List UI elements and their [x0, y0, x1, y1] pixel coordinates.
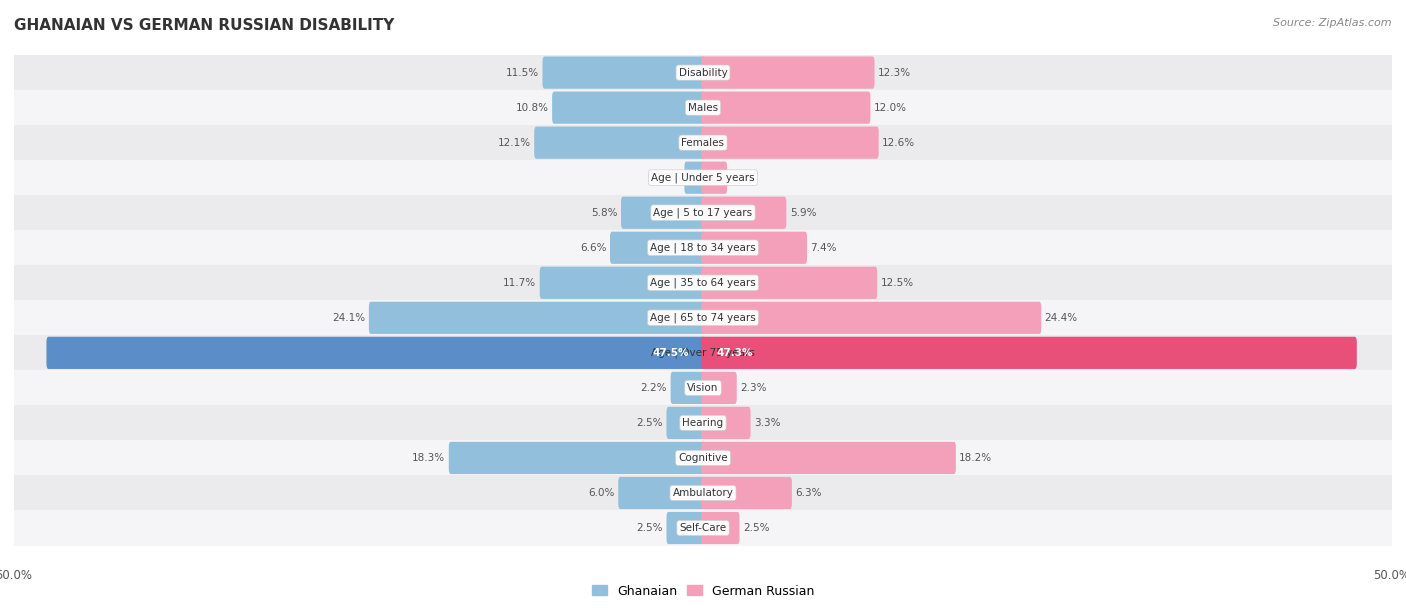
Text: Age | Over 75 years: Age | Over 75 years: [651, 348, 755, 358]
Bar: [14, 160, 1392, 195]
Text: 1.6%: 1.6%: [731, 173, 756, 183]
Text: 12.6%: 12.6%: [882, 138, 915, 147]
Bar: [14, 370, 1392, 405]
Text: Source: ZipAtlas.com: Source: ZipAtlas.com: [1274, 18, 1392, 28]
Text: Age | Under 5 years: Age | Under 5 years: [651, 173, 755, 183]
FancyBboxPatch shape: [702, 56, 875, 89]
Text: 12.3%: 12.3%: [877, 67, 911, 78]
Legend: Ghanaian, German Russian: Ghanaian, German Russian: [586, 580, 820, 602]
Bar: [14, 405, 1392, 441]
FancyBboxPatch shape: [702, 442, 956, 474]
Bar: [14, 265, 1392, 300]
Text: Self-Care: Self-Care: [679, 523, 727, 533]
FancyBboxPatch shape: [702, 302, 1042, 334]
FancyBboxPatch shape: [621, 196, 704, 229]
Text: 2.5%: 2.5%: [637, 418, 664, 428]
Bar: [14, 90, 1392, 125]
Text: Females: Females: [682, 138, 724, 147]
FancyBboxPatch shape: [702, 407, 751, 439]
FancyBboxPatch shape: [610, 231, 704, 264]
Text: 5.8%: 5.8%: [591, 207, 617, 218]
Text: 3.3%: 3.3%: [754, 418, 780, 428]
Text: 12.1%: 12.1%: [498, 138, 531, 147]
Text: 10.8%: 10.8%: [516, 103, 548, 113]
FancyBboxPatch shape: [702, 267, 877, 299]
FancyBboxPatch shape: [702, 127, 879, 159]
Text: 5.9%: 5.9%: [790, 207, 817, 218]
Text: 47.3%: 47.3%: [717, 348, 754, 358]
Text: Age | 35 to 64 years: Age | 35 to 64 years: [650, 277, 756, 288]
FancyBboxPatch shape: [702, 92, 870, 124]
FancyBboxPatch shape: [46, 337, 704, 369]
Bar: [14, 55, 1392, 90]
FancyBboxPatch shape: [702, 371, 737, 404]
Text: 2.2%: 2.2%: [641, 383, 668, 393]
Text: 18.2%: 18.2%: [959, 453, 993, 463]
FancyBboxPatch shape: [702, 231, 807, 264]
Text: Vision: Vision: [688, 383, 718, 393]
Text: 6.0%: 6.0%: [589, 488, 614, 498]
Text: 11.5%: 11.5%: [506, 67, 538, 78]
Text: GHANAIAN VS GERMAN RUSSIAN DISABILITY: GHANAIAN VS GERMAN RUSSIAN DISABILITY: [14, 18, 395, 34]
Bar: [14, 125, 1392, 160]
Bar: [14, 476, 1392, 510]
Text: 12.0%: 12.0%: [875, 103, 907, 113]
FancyBboxPatch shape: [666, 512, 704, 544]
FancyBboxPatch shape: [671, 371, 704, 404]
Text: 18.3%: 18.3%: [412, 453, 446, 463]
Bar: [14, 441, 1392, 476]
Text: Age | 18 to 34 years: Age | 18 to 34 years: [650, 242, 756, 253]
Text: 1.2%: 1.2%: [654, 173, 681, 183]
FancyBboxPatch shape: [702, 477, 792, 509]
Text: 6.3%: 6.3%: [796, 488, 823, 498]
FancyBboxPatch shape: [702, 196, 786, 229]
FancyBboxPatch shape: [534, 127, 704, 159]
Text: 7.4%: 7.4%: [810, 243, 837, 253]
FancyBboxPatch shape: [543, 56, 704, 89]
Bar: [14, 335, 1392, 370]
FancyBboxPatch shape: [368, 302, 704, 334]
Bar: [14, 230, 1392, 265]
Text: Age | 5 to 17 years: Age | 5 to 17 years: [654, 207, 752, 218]
FancyBboxPatch shape: [619, 477, 704, 509]
Text: 11.7%: 11.7%: [503, 278, 536, 288]
FancyBboxPatch shape: [702, 337, 1357, 369]
FancyBboxPatch shape: [666, 407, 704, 439]
Text: Males: Males: [688, 103, 718, 113]
Text: Hearing: Hearing: [682, 418, 724, 428]
Text: 12.5%: 12.5%: [880, 278, 914, 288]
Text: 6.6%: 6.6%: [581, 243, 606, 253]
Text: Disability: Disability: [679, 67, 727, 78]
FancyBboxPatch shape: [702, 162, 727, 194]
Text: Ambulatory: Ambulatory: [672, 488, 734, 498]
Text: 2.5%: 2.5%: [742, 523, 769, 533]
Text: 24.4%: 24.4%: [1045, 313, 1078, 323]
Text: Age | 65 to 74 years: Age | 65 to 74 years: [650, 313, 756, 323]
FancyBboxPatch shape: [540, 267, 704, 299]
Bar: [14, 510, 1392, 545]
FancyBboxPatch shape: [553, 92, 704, 124]
Text: 24.1%: 24.1%: [332, 313, 366, 323]
FancyBboxPatch shape: [685, 162, 704, 194]
Text: 2.3%: 2.3%: [740, 383, 766, 393]
FancyBboxPatch shape: [449, 442, 704, 474]
Text: 2.5%: 2.5%: [637, 523, 664, 533]
Bar: [14, 300, 1392, 335]
Text: 47.5%: 47.5%: [652, 348, 689, 358]
FancyBboxPatch shape: [702, 512, 740, 544]
Text: Cognitive: Cognitive: [678, 453, 728, 463]
Bar: [14, 195, 1392, 230]
